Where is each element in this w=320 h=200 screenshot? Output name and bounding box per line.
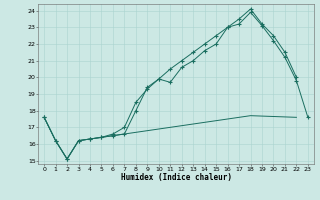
X-axis label: Humidex (Indice chaleur): Humidex (Indice chaleur) <box>121 173 231 182</box>
